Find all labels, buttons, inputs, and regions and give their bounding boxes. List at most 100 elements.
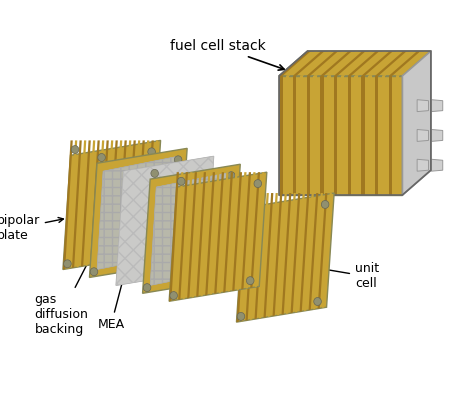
- Polygon shape: [375, 76, 378, 195]
- Polygon shape: [320, 51, 352, 76]
- Polygon shape: [90, 140, 100, 265]
- Polygon shape: [334, 51, 366, 76]
- Polygon shape: [291, 193, 301, 313]
- Polygon shape: [347, 76, 351, 195]
- Polygon shape: [320, 76, 324, 195]
- Polygon shape: [402, 51, 431, 195]
- Polygon shape: [327, 76, 330, 195]
- Polygon shape: [279, 76, 402, 195]
- Polygon shape: [313, 51, 345, 76]
- Text: fuel cell stack: fuel cell stack: [170, 39, 284, 70]
- Polygon shape: [307, 76, 310, 195]
- Polygon shape: [268, 193, 278, 317]
- Polygon shape: [259, 193, 269, 318]
- Polygon shape: [382, 51, 414, 76]
- Circle shape: [170, 292, 177, 299]
- Polygon shape: [279, 51, 311, 76]
- Polygon shape: [279, 51, 431, 76]
- Polygon shape: [389, 76, 392, 195]
- Polygon shape: [279, 51, 308, 195]
- Polygon shape: [368, 51, 400, 76]
- Polygon shape: [241, 172, 251, 290]
- Polygon shape: [327, 51, 359, 76]
- Polygon shape: [417, 100, 428, 112]
- Polygon shape: [396, 76, 399, 195]
- Polygon shape: [277, 193, 287, 316]
- Polygon shape: [116, 156, 214, 285]
- Polygon shape: [169, 172, 179, 301]
- Polygon shape: [286, 76, 290, 195]
- Circle shape: [98, 154, 105, 162]
- Polygon shape: [97, 156, 178, 269]
- Circle shape: [143, 284, 151, 292]
- Circle shape: [167, 253, 174, 261]
- Text: unit
cell: unit cell: [304, 262, 379, 290]
- Polygon shape: [255, 172, 264, 287]
- Polygon shape: [347, 51, 380, 76]
- Polygon shape: [232, 172, 242, 291]
- Polygon shape: [341, 51, 373, 76]
- Polygon shape: [237, 193, 334, 322]
- Polygon shape: [187, 172, 197, 298]
- Polygon shape: [116, 156, 214, 285]
- Polygon shape: [63, 140, 73, 269]
- Polygon shape: [431, 100, 443, 112]
- Polygon shape: [286, 193, 296, 314]
- Polygon shape: [169, 172, 267, 301]
- Polygon shape: [143, 164, 240, 293]
- Polygon shape: [117, 140, 127, 261]
- Polygon shape: [246, 172, 255, 289]
- Polygon shape: [85, 140, 95, 266]
- Polygon shape: [309, 193, 319, 310]
- Polygon shape: [97, 156, 178, 269]
- Polygon shape: [72, 140, 82, 268]
- Circle shape: [140, 245, 148, 253]
- Polygon shape: [178, 172, 188, 300]
- Polygon shape: [150, 172, 231, 285]
- Circle shape: [321, 201, 329, 209]
- Circle shape: [174, 156, 182, 164]
- Circle shape: [245, 198, 252, 206]
- Polygon shape: [182, 172, 192, 299]
- Polygon shape: [322, 193, 332, 308]
- Polygon shape: [368, 76, 372, 195]
- Polygon shape: [361, 76, 365, 195]
- Polygon shape: [196, 172, 206, 297]
- Polygon shape: [219, 172, 228, 293]
- Polygon shape: [431, 130, 443, 141]
- Polygon shape: [300, 193, 310, 312]
- Circle shape: [220, 269, 228, 276]
- Polygon shape: [313, 193, 323, 309]
- Polygon shape: [295, 193, 305, 312]
- Polygon shape: [121, 140, 131, 260]
- Polygon shape: [99, 140, 109, 263]
- Polygon shape: [112, 140, 122, 261]
- Polygon shape: [130, 140, 140, 258]
- Polygon shape: [148, 140, 158, 255]
- Polygon shape: [361, 51, 393, 76]
- Polygon shape: [76, 140, 86, 267]
- Polygon shape: [223, 172, 233, 292]
- Polygon shape: [300, 76, 303, 195]
- Polygon shape: [150, 172, 231, 285]
- Polygon shape: [237, 193, 246, 322]
- Polygon shape: [173, 172, 183, 301]
- Circle shape: [246, 276, 254, 285]
- Polygon shape: [126, 140, 136, 259]
- Polygon shape: [135, 140, 145, 258]
- Polygon shape: [273, 193, 283, 316]
- Polygon shape: [318, 193, 328, 309]
- Polygon shape: [250, 193, 260, 320]
- Polygon shape: [355, 76, 358, 195]
- Polygon shape: [300, 51, 332, 76]
- Polygon shape: [396, 51, 428, 76]
- Polygon shape: [279, 76, 283, 195]
- Polygon shape: [255, 193, 264, 319]
- Polygon shape: [250, 172, 260, 288]
- Polygon shape: [90, 149, 187, 277]
- Polygon shape: [341, 76, 344, 195]
- Polygon shape: [382, 76, 385, 195]
- Polygon shape: [94, 140, 104, 264]
- Polygon shape: [417, 130, 428, 141]
- Polygon shape: [139, 140, 149, 257]
